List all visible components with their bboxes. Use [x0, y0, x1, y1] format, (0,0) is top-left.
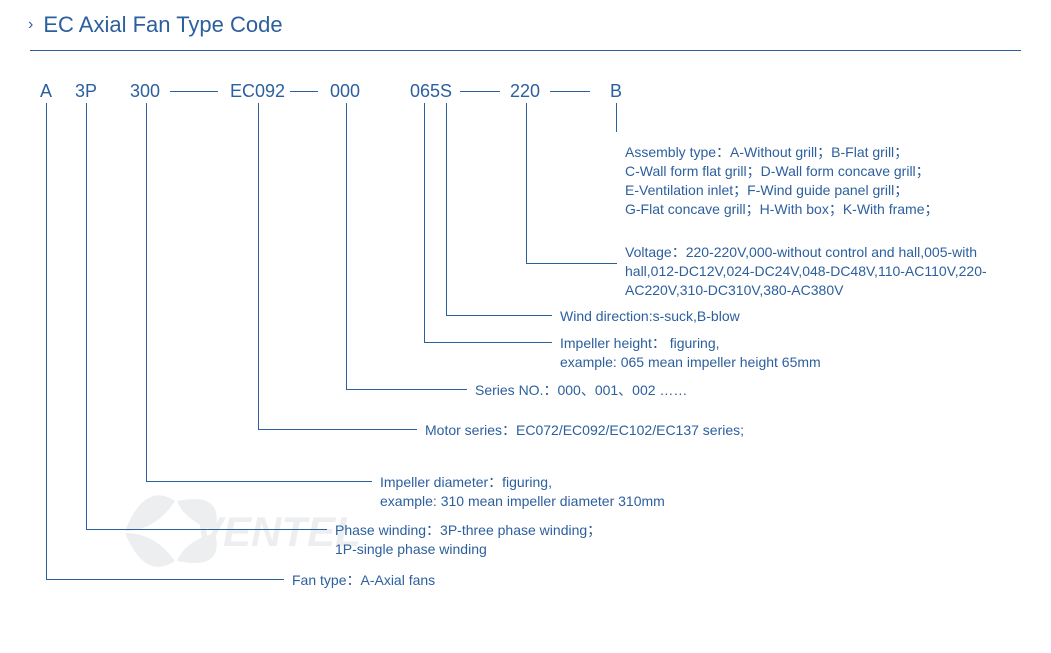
desc-assembly: Assembly type：A-Without grill；B-Flat gri…: [625, 143, 939, 219]
leader-hline: [616, 131, 617, 132]
leader-vline: [46, 103, 47, 579]
leader-vline: [526, 103, 527, 263]
leader-hline: [46, 579, 284, 580]
code-dash: [460, 91, 500, 92]
page-title: EC Axial Fan Type Code: [43, 12, 282, 38]
type-code-diagram: VENTEL A 3P 300 EC092 000 065S 220 B Ass…: [0, 51, 1051, 631]
leader-hline: [346, 389, 467, 390]
leader-vline: [86, 103, 87, 529]
desc-impeller-height: Impeller height： figuring,example: 065 m…: [560, 334, 821, 372]
code-segment-fan-type: A: [40, 81, 52, 102]
code-segment-series-no: 000: [330, 81, 360, 102]
watermark-logo: VENTEL: [85, 441, 365, 626]
leader-vline: [446, 103, 447, 315]
leader-vline: [258, 103, 259, 429]
desc-motor: Motor series：EC072/EC092/EC102/EC137 ser…: [425, 421, 744, 440]
code-segment-motor-series: EC092: [230, 81, 285, 102]
code-dash: [290, 91, 318, 92]
leader-hline: [526, 263, 617, 264]
desc-phase: Phase winding：3P-three phase winding；1P-…: [335, 521, 601, 559]
code-segment-phase: 3P: [75, 81, 97, 102]
leader-hline: [446, 315, 552, 316]
leader-hline: [146, 481, 372, 482]
leader-vline: [616, 103, 617, 131]
leader-hline: [258, 429, 417, 430]
leader-hline: [86, 529, 327, 530]
desc-voltage: Voltage：220-220V,000-without control and…: [625, 243, 1025, 300]
desc-fan-type: Fan type：A-Axial fans: [292, 571, 435, 590]
code-segment-impeller-height-wind: 065S: [410, 81, 452, 102]
code-segment-impeller-diameter: 300: [130, 81, 160, 102]
leader-vline: [346, 103, 347, 389]
desc-impeller-diameter: Impeller diameter：figuring,example: 310 …: [380, 473, 665, 511]
leader-hline: [424, 342, 552, 343]
desc-series-no: Series NO.：000、001、002 ……: [475, 381, 687, 400]
desc-wind: Wind direction:s-suck,B-blow: [560, 307, 740, 326]
code-segment-assembly: B: [610, 81, 622, 102]
chevron-right-icon: ›: [28, 16, 33, 34]
code-segment-voltage: 220: [510, 81, 540, 102]
code-dash: [170, 91, 218, 92]
code-dash: [550, 91, 590, 92]
leader-vline: [424, 103, 425, 342]
leader-vline: [146, 103, 147, 481]
title-row: › EC Axial Fan Type Code: [0, 0, 1051, 46]
